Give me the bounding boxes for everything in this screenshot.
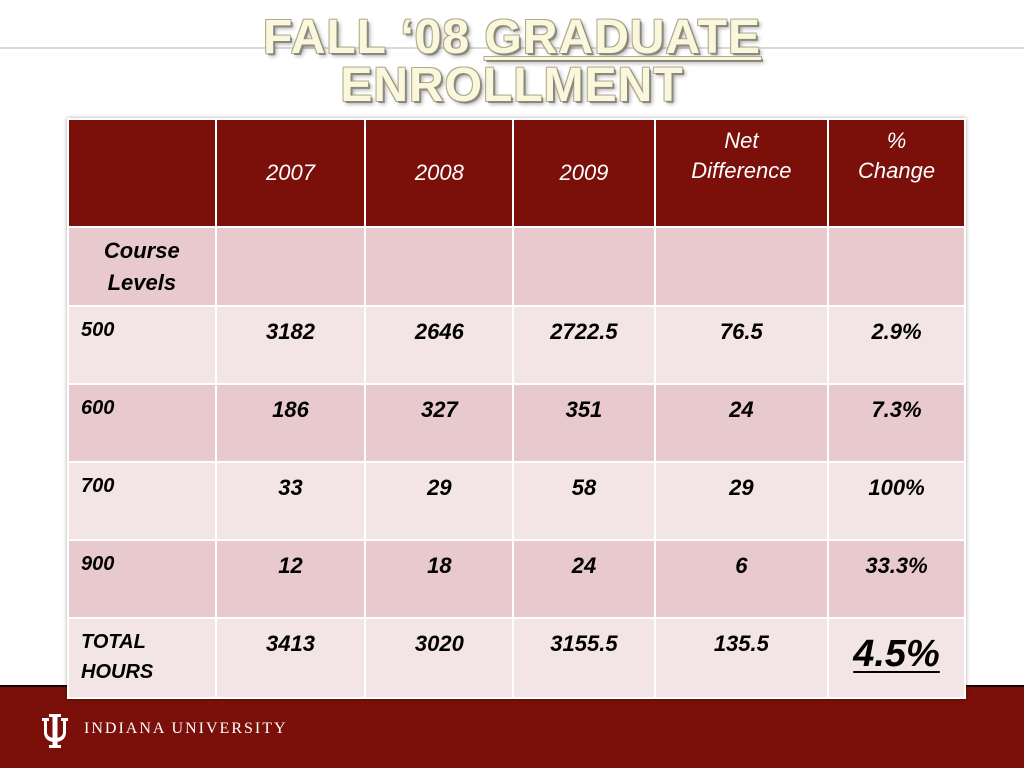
table-cell xyxy=(364,226,515,307)
row-label: 500 xyxy=(67,305,217,385)
table-row: 900 12 18 24 6 33.3% xyxy=(67,539,966,619)
total-2007: 3413 xyxy=(214,617,367,699)
cell-2008: 18 xyxy=(364,539,515,619)
top-divider xyxy=(0,47,1024,49)
cell-2007: 186 xyxy=(214,383,367,463)
total-row: TOTAL HOURS 3413 3020 3155.5 135.5 4.5% xyxy=(67,617,966,699)
cell-2009: 351 xyxy=(512,383,656,463)
iu-trident-icon xyxy=(42,714,68,748)
cell-pct: 33.3% xyxy=(827,539,966,619)
cell-net: 29 xyxy=(653,461,830,541)
title-part-2: GRADUATE xyxy=(484,11,761,64)
course-levels-line1: Course xyxy=(103,237,180,263)
course-levels-line2: Levels xyxy=(107,269,177,295)
header-blank xyxy=(67,118,217,228)
header-net-difference: Net Difference xyxy=(653,118,830,228)
total-2008: 3020 xyxy=(364,617,515,699)
cell-2008: 2646 xyxy=(364,305,515,385)
slide-title: FALL ‘08 GRADUATE ENROLLMENT xyxy=(0,14,1024,110)
total-net: 135.5 xyxy=(653,617,830,699)
table-row: 700 33 29 58 29 100% xyxy=(67,461,966,541)
cell-net: 6 xyxy=(653,539,830,619)
header-2008: 2008 xyxy=(364,118,515,228)
header-net-line1: Net xyxy=(724,128,759,153)
title-part-1: FALL ‘08 xyxy=(263,11,485,64)
cell-pct: 2.9% xyxy=(827,305,966,385)
table-cell xyxy=(512,226,656,307)
table-cell xyxy=(214,226,367,307)
total-label: TOTAL HOURS xyxy=(67,617,217,699)
cell-2009: 58 xyxy=(512,461,656,541)
row-label: 700 xyxy=(67,461,217,541)
cell-net: 76.5 xyxy=(653,305,830,385)
cell-pct: 7.3% xyxy=(827,383,966,463)
row-label: 600 xyxy=(67,383,217,463)
header-percent-change: % Change xyxy=(827,118,966,228)
footer-bar: INDIANA UNIVERSITY xyxy=(0,685,1024,768)
footer-university-name: INDIANA UNIVERSITY xyxy=(84,720,288,737)
cell-2009: 2722.5 xyxy=(512,305,656,385)
cell-net: 24 xyxy=(653,383,830,463)
cell-2008: 29 xyxy=(364,461,515,541)
title-part-3: ENROLLMENT xyxy=(340,59,684,112)
cell-2007: 33 xyxy=(214,461,367,541)
total-label-line1: TOTAL xyxy=(81,631,146,653)
total-label-line2: HOURS xyxy=(81,661,154,683)
table-row: 500 3182 2646 2722.5 76.5 2.9% xyxy=(67,305,966,385)
table-cell xyxy=(653,226,830,307)
row-label: 900 xyxy=(67,539,217,619)
header-pct-line2: Change xyxy=(857,158,936,183)
enrollment-table: 2007 2008 2009 Net Difference % Change C… xyxy=(67,118,966,699)
header-2009: 2009 xyxy=(512,118,656,228)
cell-pct: 100% xyxy=(827,461,966,541)
total-2009: 3155.5 xyxy=(512,617,656,699)
header-2007: 2007 xyxy=(214,118,367,228)
total-pct: 4.5% xyxy=(827,617,966,699)
course-levels-row: Course Levels xyxy=(67,226,966,307)
cell-2007: 3182 xyxy=(214,305,367,385)
header-net-line2: Difference xyxy=(691,158,792,183)
header-pct-line1: % xyxy=(886,128,907,153)
table-header-row: 2007 2008 2009 Net Difference % Change xyxy=(67,118,966,228)
table-cell xyxy=(827,226,966,307)
cell-2009: 24 xyxy=(512,539,656,619)
cell-2008: 327 xyxy=(364,383,515,463)
table-row: 600 186 327 351 24 7.3% xyxy=(67,383,966,463)
course-levels-label: Course Levels xyxy=(67,226,217,307)
cell-2007: 12 xyxy=(214,539,367,619)
